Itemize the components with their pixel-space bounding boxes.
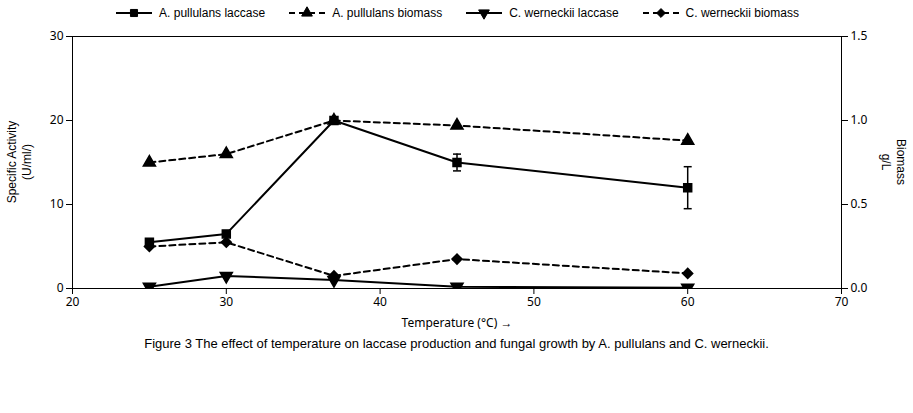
svg-text:30: 30 bbox=[219, 293, 233, 310]
svg-text:60: 60 bbox=[681, 293, 695, 310]
html-text:C. werneckii laccase: C. werneckii laccase bbox=[509, 6, 619, 20]
svg-text:0.0: 0.0 bbox=[851, 279, 868, 296]
html-text:A. pullulans laccase: A. pullulans laccase bbox=[159, 6, 266, 20]
html-text:Specific Activity (U/ml/): Specific Activity (U/ml/) bbox=[5, 120, 34, 204]
html-text:A. pullulans biomass: A. pullulans biomass bbox=[332, 6, 443, 20]
svg-text:1.0: 1.0 bbox=[851, 111, 868, 128]
html-text:Biomass g/L: Biomass g/L bbox=[879, 139, 908, 185]
svg-text:0: 0 bbox=[57, 279, 64, 296]
svg-text:0.5: 0.5 bbox=[851, 195, 868, 212]
svg-text:20: 20 bbox=[50, 111, 64, 128]
svg-text:70: 70 bbox=[835, 293, 849, 310]
svg-text:20: 20 bbox=[66, 293, 80, 310]
svg-text:Temperature (°C) →: Temperature (°C) → bbox=[402, 314, 513, 331]
svg-text:30: 30 bbox=[50, 27, 64, 44]
html-text:C. werneckii biomass: C. werneckii biomass bbox=[685, 6, 799, 20]
svg-text:40: 40 bbox=[373, 293, 387, 310]
svg-text:10: 10 bbox=[50, 195, 64, 212]
html-text:Figure 3 The effect of tempera: Figure 3 The effect of temperature on la… bbox=[144, 336, 769, 351]
svg-text:50: 50 bbox=[527, 293, 541, 310]
svg-text:1.5: 1.5 bbox=[851, 27, 868, 44]
